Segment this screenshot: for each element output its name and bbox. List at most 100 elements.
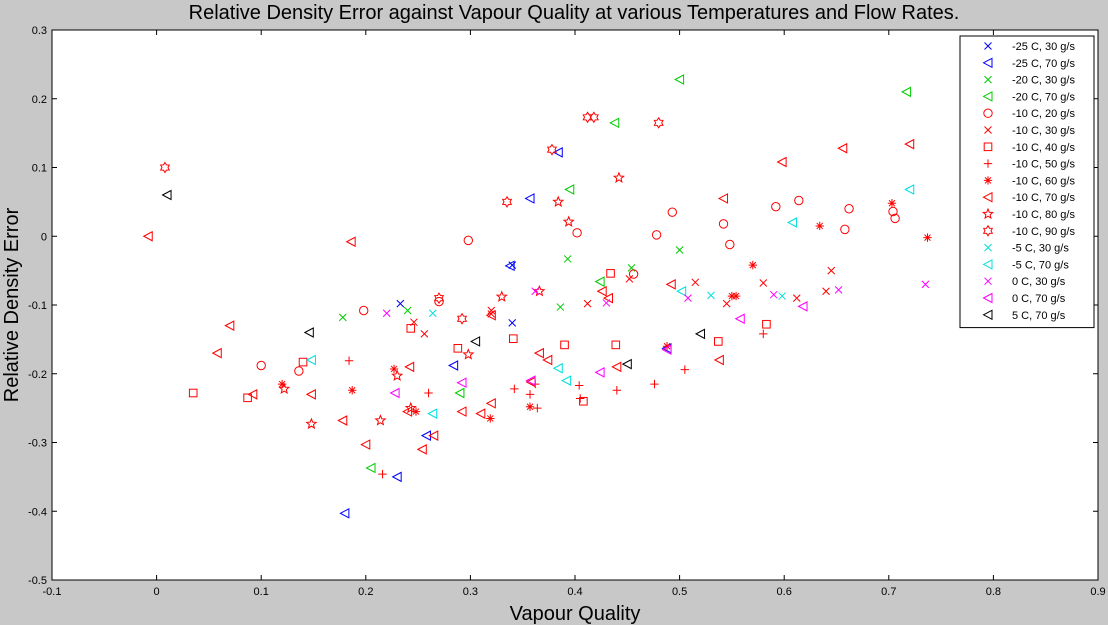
data-point bbox=[574, 381, 584, 390]
legend-marker bbox=[984, 243, 992, 252]
data-point bbox=[792, 294, 801, 302]
series-11 bbox=[159, 111, 664, 325]
data-point bbox=[759, 329, 768, 339]
data-point bbox=[508, 319, 517, 327]
data-point bbox=[339, 507, 350, 519]
legend-label: -10 C, 50 g/s bbox=[1012, 159, 1075, 171]
data-point bbox=[611, 361, 622, 373]
data-point bbox=[665, 279, 676, 290]
x-axis-label: Vapour Quality bbox=[510, 603, 641, 625]
legend-marker bbox=[984, 126, 992, 134]
data-point bbox=[456, 377, 467, 389]
plot-area bbox=[51, 29, 1099, 581]
legend-label: -10 C, 60 g/s bbox=[1012, 175, 1075, 187]
legend-marker bbox=[982, 224, 994, 237]
data-point bbox=[525, 390, 535, 399]
series-16 bbox=[161, 189, 706, 370]
data-point bbox=[403, 306, 412, 315]
y-tick-label: 0 bbox=[41, 231, 47, 243]
data-point bbox=[662, 342, 672, 351]
data-point bbox=[844, 204, 854, 214]
series-10 bbox=[278, 171, 625, 430]
legend-marker bbox=[982, 309, 993, 321]
data-point bbox=[402, 406, 413, 417]
data-point bbox=[594, 276, 605, 287]
data-point bbox=[224, 320, 235, 331]
data-point bbox=[606, 269, 615, 278]
data-point bbox=[552, 362, 563, 374]
data-point bbox=[546, 143, 558, 156]
data-point bbox=[560, 340, 569, 350]
data-points bbox=[142, 74, 932, 519]
data-point bbox=[561, 375, 572, 386]
series-3 bbox=[365, 74, 912, 474]
data-point bbox=[612, 386, 622, 395]
data-point bbox=[485, 309, 496, 321]
data-point bbox=[786, 217, 798, 228]
data-point bbox=[533, 347, 544, 359]
data-point bbox=[676, 285, 687, 297]
data-point bbox=[691, 278, 700, 287]
data-point bbox=[771, 201, 781, 212]
data-point bbox=[382, 309, 391, 318]
data-point bbox=[731, 291, 741, 301]
series-9 bbox=[142, 138, 915, 455]
series-8 bbox=[277, 199, 932, 423]
data-point bbox=[462, 348, 475, 360]
chart-title: Relative Density Error against Vapour Qu… bbox=[189, 2, 960, 24]
x-tick-label: -0.1 bbox=[43, 586, 62, 598]
data-point bbox=[305, 354, 316, 366]
data-point bbox=[211, 347, 222, 359]
series-0 bbox=[396, 261, 517, 327]
data-point bbox=[748, 260, 758, 270]
data-point bbox=[717, 193, 729, 204]
data-point bbox=[837, 142, 848, 154]
data-point bbox=[463, 235, 474, 246]
data-point bbox=[305, 389, 316, 400]
y-tick-label: 0.3 bbox=[32, 25, 47, 37]
legend-label: -10 C, 70 g/s bbox=[1012, 192, 1075, 204]
data-point bbox=[374, 414, 387, 426]
data-point bbox=[552, 195, 565, 208]
legend-label: -10 C, 30 g/s bbox=[1012, 125, 1075, 137]
x-tick-label: 0.1 bbox=[254, 586, 269, 598]
y-tick-label: -0.5 bbox=[28, 575, 47, 587]
y-tick-label: -0.3 bbox=[28, 438, 47, 450]
data-point bbox=[661, 344, 672, 356]
data-point bbox=[707, 291, 715, 300]
data-point bbox=[621, 358, 632, 370]
data-point bbox=[901, 86, 912, 98]
data-point bbox=[278, 382, 291, 395]
data-point bbox=[448, 360, 459, 371]
x-tick-label: 0.7 bbox=[881, 586, 896, 598]
data-point bbox=[391, 471, 402, 483]
data-point bbox=[406, 324, 416, 333]
data-point bbox=[504, 260, 515, 272]
legend-label: -20 C, 30 g/s bbox=[1012, 75, 1075, 87]
legend-marker bbox=[984, 75, 992, 84]
data-point bbox=[718, 219, 729, 229]
data-point bbox=[628, 269, 639, 279]
data-point bbox=[602, 299, 611, 307]
data-point bbox=[487, 306, 496, 315]
data-point bbox=[525, 402, 535, 411]
y-tick-label: -0.2 bbox=[28, 369, 47, 381]
data-point bbox=[769, 290, 778, 299]
data-point bbox=[921, 280, 930, 289]
data-point bbox=[365, 462, 376, 474]
data-point bbox=[159, 161, 171, 174]
axes: -0.1 0 0.1 0.2 0.3 0.4 0.5 0.6 0.7 0.8 0.9 -0.5 -0.4… bbox=[28, 25, 1106, 598]
data-point bbox=[188, 388, 198, 398]
data-point bbox=[428, 430, 439, 441]
data-point bbox=[427, 408, 438, 419]
x-tick-label: 0.2 bbox=[358, 586, 373, 598]
data-point bbox=[510, 384, 519, 394]
data-point bbox=[424, 388, 433, 398]
data-point bbox=[416, 444, 427, 455]
x-tick-label: 0.4 bbox=[567, 586, 582, 598]
legend-label: -10 C, 80 g/s bbox=[1012, 209, 1075, 221]
legend-marker bbox=[982, 91, 993, 102]
data-point bbox=[525, 375, 536, 386]
legend-marker bbox=[983, 108, 993, 118]
